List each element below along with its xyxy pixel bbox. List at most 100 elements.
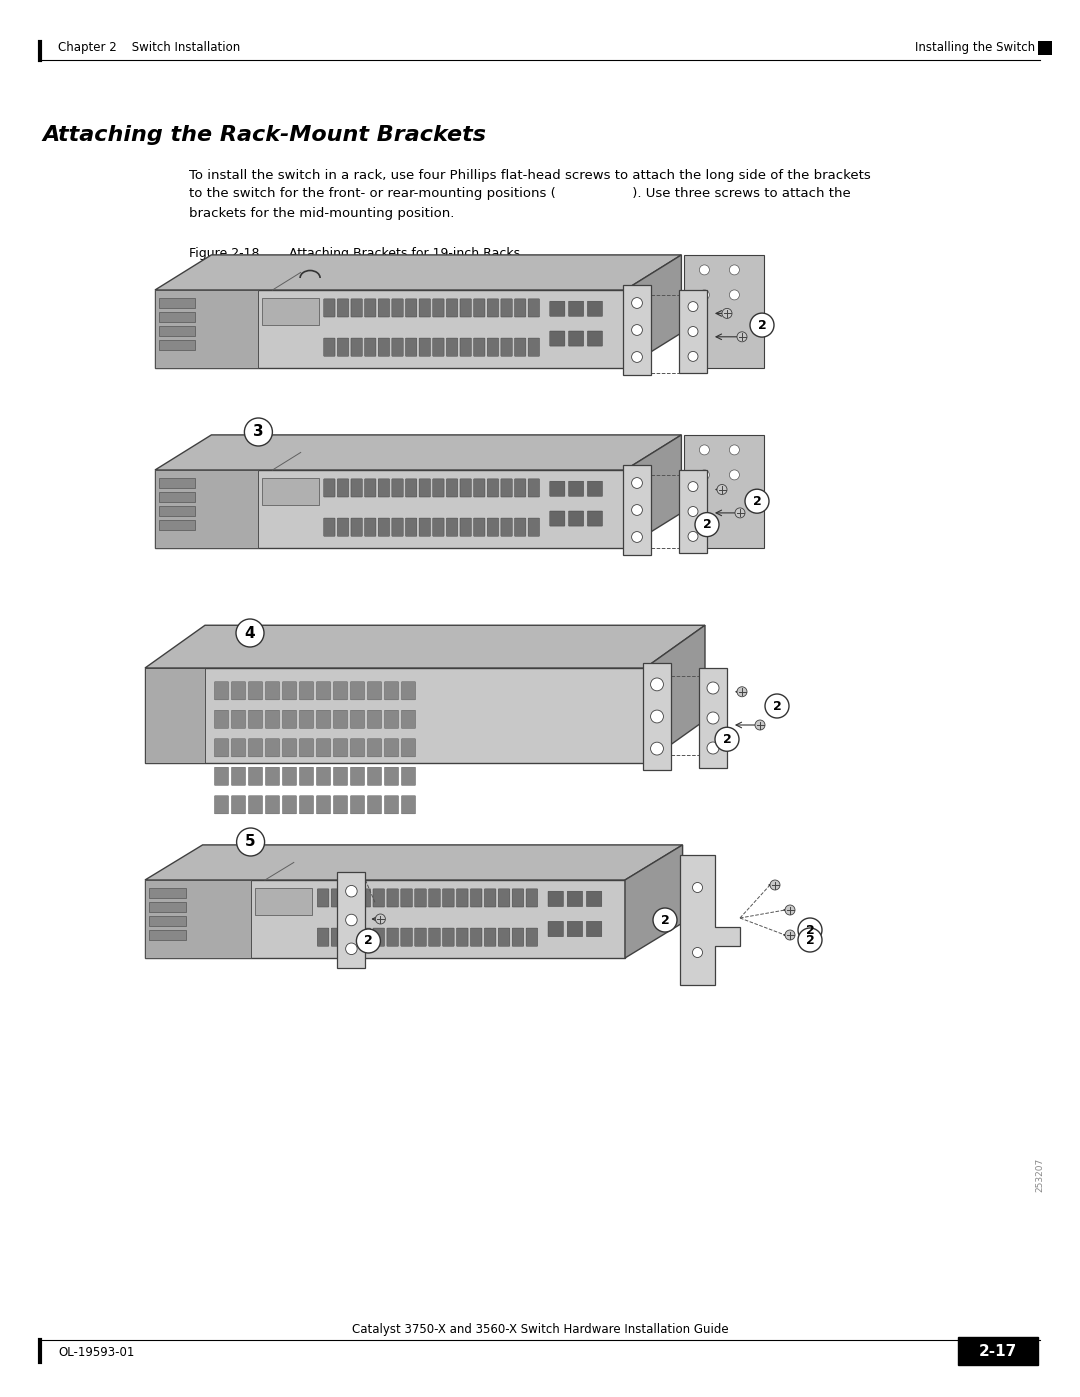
FancyBboxPatch shape — [266, 767, 280, 785]
Circle shape — [785, 905, 795, 915]
FancyBboxPatch shape — [351, 710, 365, 728]
Bar — [159, 520, 195, 529]
Bar — [262, 298, 319, 326]
Bar — [149, 930, 186, 940]
FancyBboxPatch shape — [484, 928, 496, 946]
FancyBboxPatch shape — [384, 796, 399, 814]
Text: 2: 2 — [806, 923, 814, 936]
Circle shape — [715, 728, 739, 752]
FancyBboxPatch shape — [351, 338, 362, 356]
Bar — [685, 434, 765, 548]
Bar — [159, 339, 195, 351]
Text: 4: 4 — [245, 626, 255, 640]
Text: Chapter 2    Switch Installation: Chapter 2 Switch Installation — [58, 41, 240, 53]
FancyBboxPatch shape — [514, 338, 526, 356]
FancyBboxPatch shape — [332, 928, 342, 946]
Circle shape — [717, 485, 727, 495]
FancyBboxPatch shape — [215, 682, 229, 700]
FancyBboxPatch shape — [248, 796, 262, 814]
FancyBboxPatch shape — [512, 888, 524, 907]
FancyBboxPatch shape — [351, 796, 365, 814]
FancyBboxPatch shape — [443, 888, 454, 907]
Circle shape — [650, 678, 663, 692]
FancyBboxPatch shape — [586, 921, 602, 937]
FancyBboxPatch shape — [387, 928, 399, 946]
FancyBboxPatch shape — [474, 299, 485, 317]
Circle shape — [729, 444, 740, 455]
Circle shape — [632, 298, 643, 309]
FancyBboxPatch shape — [346, 888, 356, 907]
FancyBboxPatch shape — [528, 299, 540, 317]
Circle shape — [696, 513, 719, 536]
FancyBboxPatch shape — [415, 928, 427, 946]
FancyBboxPatch shape — [266, 739, 280, 757]
FancyBboxPatch shape — [318, 888, 329, 907]
FancyBboxPatch shape — [567, 921, 582, 937]
Polygon shape — [145, 845, 683, 880]
Bar — [159, 312, 195, 321]
FancyBboxPatch shape — [231, 796, 245, 814]
FancyBboxPatch shape — [299, 710, 313, 728]
FancyBboxPatch shape — [550, 302, 565, 316]
FancyBboxPatch shape — [402, 710, 416, 728]
Text: 2: 2 — [364, 935, 373, 947]
Text: to the switch for the front- or rear-mounting positions (                  ). Us: to the switch for the front- or rear-mou… — [189, 187, 851, 201]
Circle shape — [707, 712, 719, 724]
FancyBboxPatch shape — [460, 299, 471, 317]
Polygon shape — [680, 855, 740, 985]
FancyBboxPatch shape — [283, 796, 297, 814]
FancyBboxPatch shape — [324, 338, 335, 356]
FancyBboxPatch shape — [429, 888, 441, 907]
FancyBboxPatch shape — [498, 928, 510, 946]
FancyBboxPatch shape — [405, 479, 417, 497]
Circle shape — [755, 719, 765, 731]
FancyBboxPatch shape — [548, 921, 564, 937]
Text: Catalyst 3750-X and 3560-X Switch Hardware Installation Guide: Catalyst 3750-X and 3560-X Switch Hardwa… — [352, 1323, 728, 1337]
FancyBboxPatch shape — [419, 518, 431, 536]
Polygon shape — [156, 469, 625, 548]
FancyBboxPatch shape — [316, 682, 330, 700]
FancyBboxPatch shape — [384, 739, 399, 757]
Text: 2: 2 — [753, 495, 761, 507]
FancyBboxPatch shape — [337, 338, 349, 356]
Circle shape — [729, 265, 740, 275]
Polygon shape — [625, 845, 683, 958]
FancyBboxPatch shape — [365, 479, 376, 497]
Circle shape — [632, 478, 643, 489]
Circle shape — [237, 619, 264, 647]
Circle shape — [735, 509, 745, 518]
FancyBboxPatch shape — [378, 299, 390, 317]
FancyBboxPatch shape — [446, 299, 458, 317]
FancyBboxPatch shape — [588, 331, 603, 346]
FancyBboxPatch shape — [586, 891, 602, 907]
FancyBboxPatch shape — [474, 518, 485, 536]
FancyBboxPatch shape — [215, 739, 229, 757]
Bar — [149, 902, 186, 912]
Circle shape — [688, 302, 698, 312]
Text: Installing the Switch: Installing the Switch — [915, 41, 1035, 53]
Circle shape — [244, 418, 272, 446]
FancyBboxPatch shape — [365, 338, 376, 356]
Text: Figure 2-18: Figure 2-18 — [189, 246, 259, 260]
FancyBboxPatch shape — [501, 338, 512, 356]
Text: 2: 2 — [661, 914, 670, 926]
Polygon shape — [156, 434, 681, 469]
Polygon shape — [145, 626, 705, 668]
FancyBboxPatch shape — [248, 682, 262, 700]
FancyBboxPatch shape — [334, 767, 348, 785]
Circle shape — [798, 918, 822, 942]
FancyBboxPatch shape — [498, 888, 510, 907]
Text: 2-17: 2-17 — [978, 1344, 1017, 1358]
Circle shape — [700, 444, 710, 455]
Circle shape — [653, 908, 677, 932]
Bar — [262, 478, 319, 506]
FancyBboxPatch shape — [501, 299, 512, 317]
Circle shape — [750, 313, 774, 337]
FancyBboxPatch shape — [215, 796, 229, 814]
FancyBboxPatch shape — [299, 767, 313, 785]
FancyBboxPatch shape — [351, 299, 362, 317]
Text: 2: 2 — [703, 518, 712, 531]
FancyBboxPatch shape — [351, 518, 362, 536]
Bar — [145, 880, 251, 958]
FancyBboxPatch shape — [318, 928, 329, 946]
